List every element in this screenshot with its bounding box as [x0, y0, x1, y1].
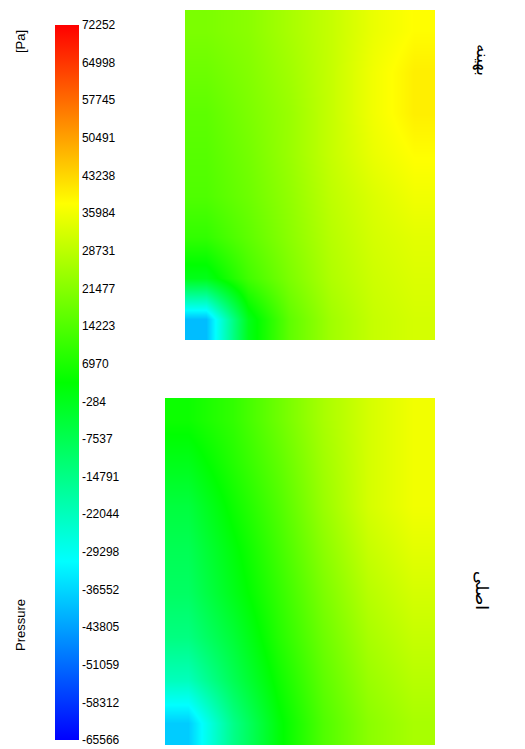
svg-text:-65566: -65566 [82, 733, 120, 747]
svg-text:اصلی: اصلی [472, 571, 491, 610]
svg-text:-14791: -14791 [82, 470, 120, 484]
svg-text:-29298: -29298 [82, 545, 120, 559]
svg-text:بهینه: بهینه [472, 44, 492, 76]
svg-text:-58312: -58312 [82, 696, 120, 710]
svg-text:21477: 21477 [82, 282, 116, 296]
svg-text:Pressure: Pressure [13, 599, 28, 651]
svg-text:-284: -284 [82, 395, 106, 409]
svg-text:-43805: -43805 [82, 620, 120, 634]
svg-text:-36552: -36552 [82, 583, 120, 597]
svg-text:57745: 57745 [82, 93, 116, 107]
svg-text:50491: 50491 [82, 131, 116, 145]
svg-text:-51059: -51059 [82, 658, 120, 672]
svg-text:-7537: -7537 [82, 432, 113, 446]
svg-text:72252: 72252 [82, 18, 116, 32]
svg-text:35984: 35984 [82, 206, 116, 220]
svg-text:64998: 64998 [82, 56, 116, 70]
svg-text:-22044: -22044 [82, 507, 120, 521]
svg-text:[Pa]: [Pa] [13, 30, 28, 53]
svg-text:43238: 43238 [82, 169, 116, 183]
svg-text:14223: 14223 [82, 319, 116, 333]
svg-text:6970: 6970 [82, 357, 109, 371]
svg-text:28731: 28731 [82, 244, 116, 258]
